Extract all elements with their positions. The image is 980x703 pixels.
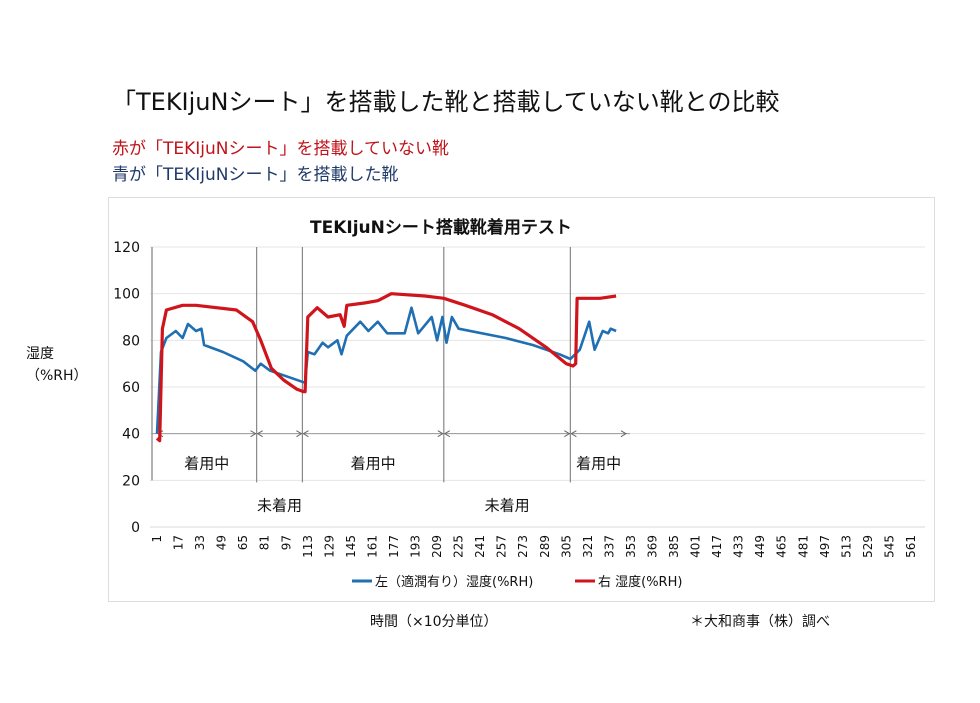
x-tick-label: 241 [473,535,487,558]
x-tick-label: 1 [150,535,164,543]
note-blue: 青が「TEKIjuNシート」を搭載した靴 [112,165,399,185]
x-tick-label: 161 [365,535,379,558]
x-tick-label: 481 [796,535,810,558]
phase-label: 着用中 [576,455,621,473]
y-tick-label: 0 [131,520,140,536]
x-tick-label: 49 [215,535,229,550]
x-tick-label: 129 [322,535,336,558]
chart-title: TEKIjuNシート搭載靴着用テスト [310,218,572,238]
x-tick-label: 273 [516,535,530,558]
page-title: 「TEKIjuNシート」を搭載した靴と搭載していない靴との比較 [112,88,780,116]
x-tick-label: 257 [495,535,509,558]
y-tick-label: 60 [122,380,140,396]
x-tick-label: 17 [172,535,186,550]
y-label-line: （%RH） [26,368,88,384]
x-tick-label: 81 [258,535,272,550]
series-line-right [155,292,617,443]
x-tick-label: 353 [624,535,638,558]
phase-label: 着用中 [184,455,229,473]
x-tick-label: 513 [839,535,853,558]
x-tick-label: 385 [667,535,681,558]
x-tick-label: 177 [387,535,401,558]
legend-label: 左（適潤有り）湿度(%RH) [375,574,533,590]
legend-label: 右 湿度(%RH) [598,574,682,590]
y-tick-label: 80 [122,333,140,349]
x-tick-label: 369 [645,535,659,558]
phase-label: 未着用 [257,497,302,515]
phase-label: 未着用 [485,497,530,515]
x-tick-label: 321 [581,535,595,558]
x-tick-label: 449 [753,535,767,558]
series-line-left [155,306,617,434]
phase-arrowheads [443,430,571,438]
x-tick-label: 337 [602,535,616,558]
source-note: ＊大和商事（株）調べ [690,614,830,630]
phase-arrowheads [256,430,303,438]
x-tick-label: 401 [689,535,703,558]
x-tick-label: 193 [409,535,423,558]
x-tick-label: 97 [279,535,293,550]
y-label-line: 湿度 [26,346,54,362]
x-tick-label: 209 [430,535,444,558]
x-tick-label: 561 [904,535,918,558]
x-tick-label: 433 [732,535,746,558]
phase-arrowheads [302,430,444,438]
x-tick-label: 465 [775,535,789,558]
x-tick-label: 65 [236,535,250,550]
y-tick-label: 40 [122,427,140,443]
y-axis-label: 湿度 （%RH） [26,343,88,387]
x-tick-label: 113 [301,535,315,558]
note-red: 赤が「TEKIjuNシート」を搭載していない靴 [112,139,449,159]
x-tick-label: 417 [710,535,724,558]
x-tick-label: 289 [538,535,552,558]
x-tick-label: 545 [882,535,896,558]
x-tick-label: 33 [193,535,207,550]
y-tick-label: 20 [122,473,140,489]
x-tick-label: 145 [344,535,358,558]
chart-frame [108,197,935,602]
x-tick-label: 305 [559,535,573,558]
x-axis-label: 時間（×10分単位） [370,614,498,630]
x-tick-label: 225 [452,535,466,558]
phase-label: 着用中 [351,455,396,473]
x-tick-label: 529 [861,535,875,558]
y-tick-label: 120 [113,240,140,256]
y-tick-label: 100 [113,287,140,303]
phase-arrowheads [570,430,627,438]
x-tick-label: 497 [818,535,832,558]
